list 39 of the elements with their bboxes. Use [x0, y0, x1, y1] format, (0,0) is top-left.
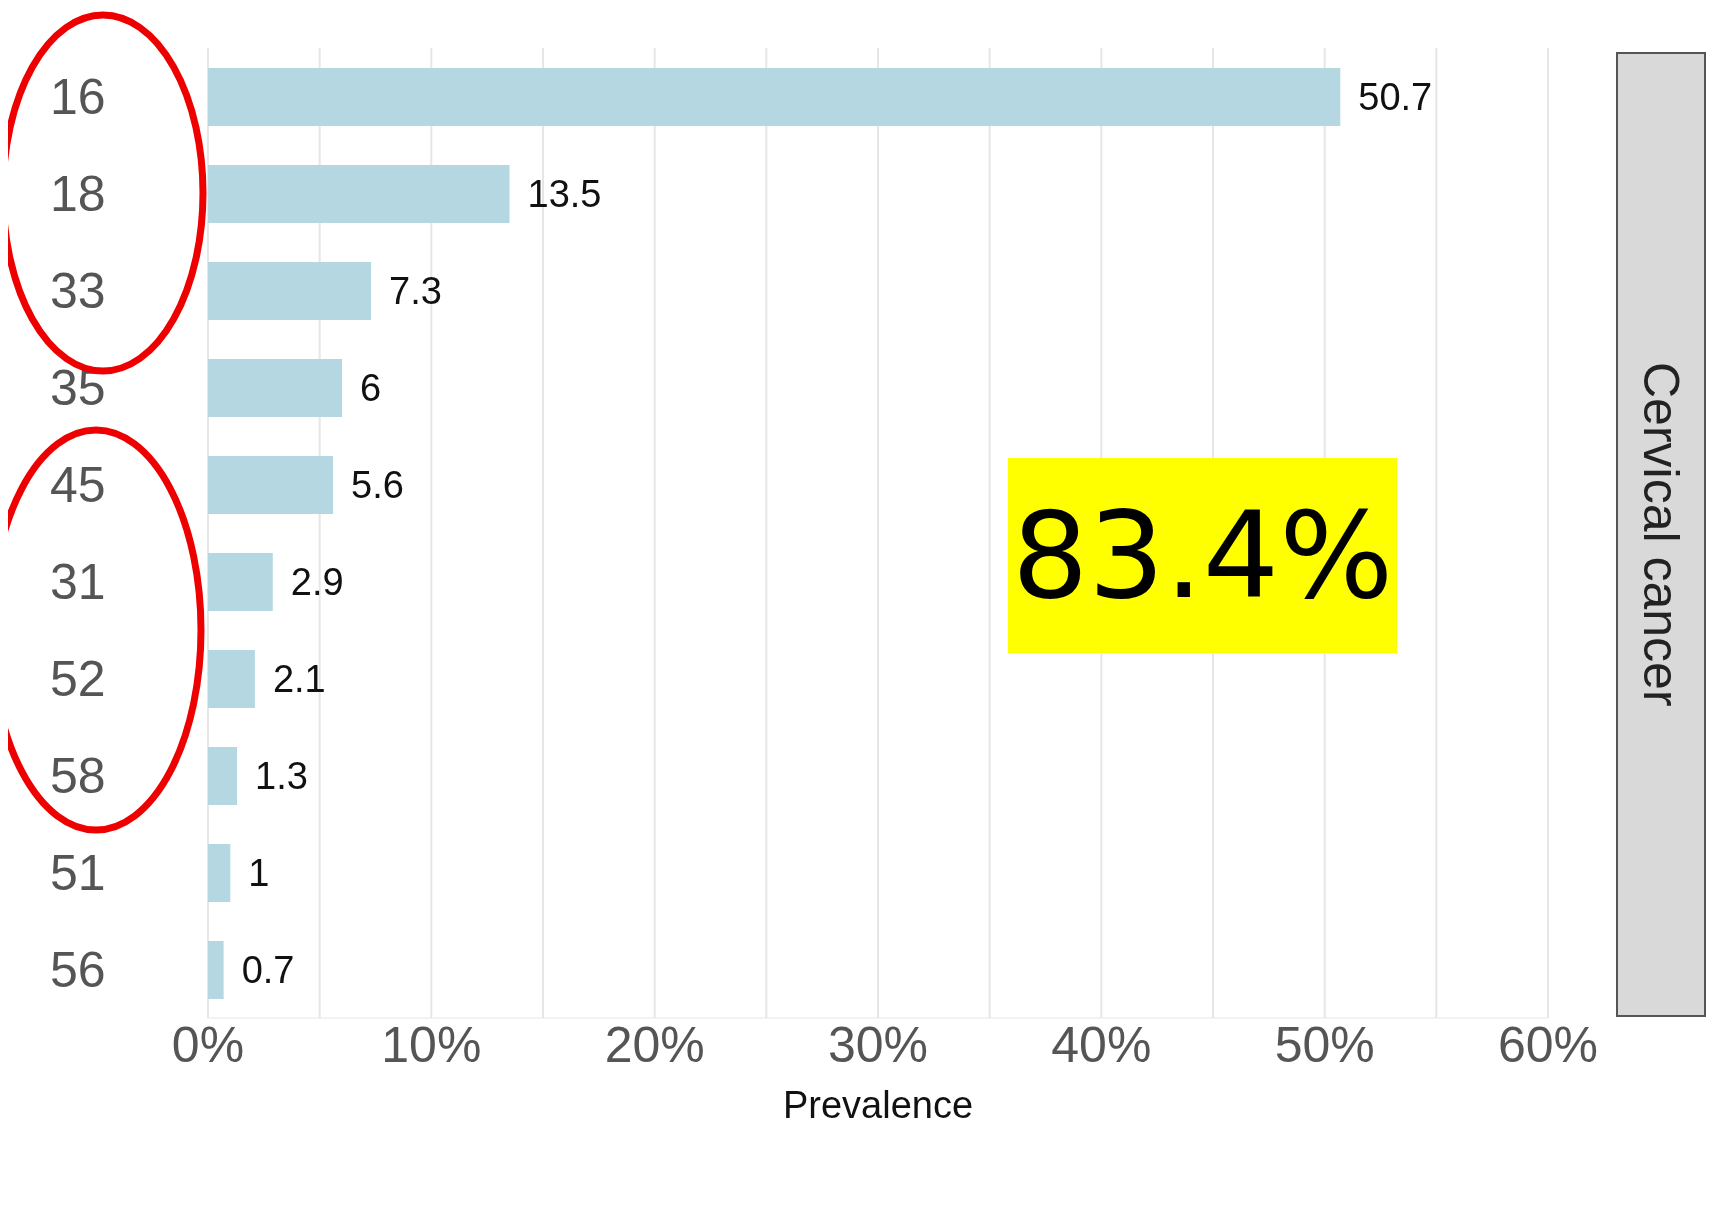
y-tick-label: 18 [50, 166, 106, 223]
data-label: 0.7 [241, 949, 295, 992]
x-tick-label: 50% [1274, 1016, 1375, 1073]
bar [208, 68, 1341, 126]
bar [208, 747, 238, 805]
bar [208, 844, 231, 902]
x-tick-label: 0% [171, 1016, 245, 1073]
bar [208, 553, 273, 611]
x-tick-label: 10% [381, 1016, 482, 1073]
y-tick-label: 52 [50, 651, 106, 708]
data-label: 2.1 [272, 658, 326, 701]
data-label: 1 [248, 852, 270, 895]
x-axis-title: Prevalence [782, 1084, 974, 1126]
y-tick-label: 56 [50, 942, 106, 999]
y-tick-label: 51 [50, 845, 106, 902]
x-tick-label: 40% [1051, 1016, 1152, 1073]
bar [208, 650, 255, 708]
data-label: 13.5 [527, 173, 602, 216]
bar [208, 165, 510, 223]
data-label: 50.7 [1358, 76, 1433, 119]
y-tick-label: 58 [50, 748, 106, 805]
y-tick-label: 16 [50, 69, 106, 126]
y-tick-label: 45 [50, 457, 106, 514]
data-label: 2.9 [290, 561, 344, 604]
bar [208, 359, 342, 417]
bar [208, 941, 224, 999]
data-label: 5.6 [351, 464, 404, 507]
data-label: 1.3 [255, 755, 308, 798]
data-label: 6 [360, 367, 382, 410]
text: Cervical cancer [1632, 362, 1690, 707]
x-tick-label: 20% [604, 1016, 705, 1073]
bar [208, 456, 334, 514]
annotation: 83.4% [1008, 458, 1398, 653]
bar [208, 262, 372, 320]
x-tick-label: 60% [1497, 1016, 1599, 1073]
y-tick-label: 33 [50, 263, 106, 320]
data-label: 7.3 [389, 270, 442, 313]
y-tick-label: 31 [50, 554, 106, 611]
x-tick-label: 30% [827, 1016, 929, 1073]
